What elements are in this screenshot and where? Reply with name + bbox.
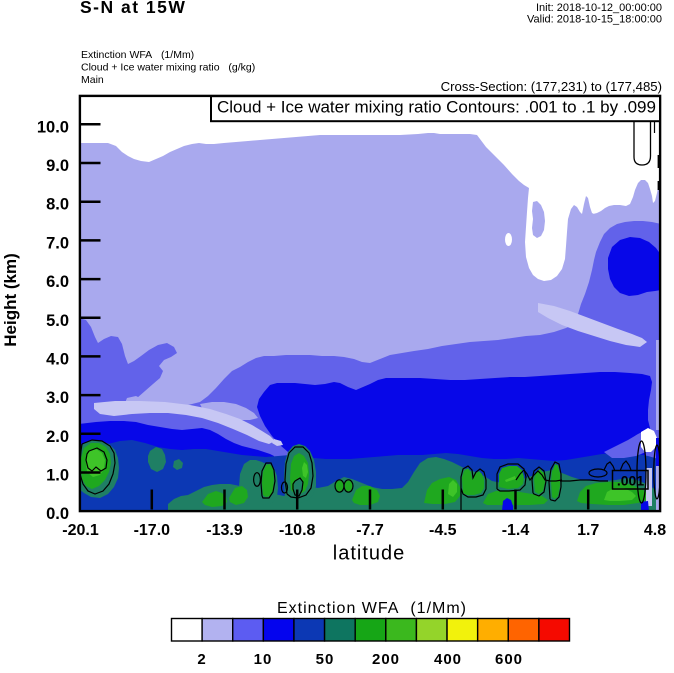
- svg-text:Height (km): Height (km): [1, 253, 20, 347]
- svg-text:-4.5: -4.5: [429, 522, 457, 539]
- svg-text:Extinction WFA (1/Mm): Extinction WFA (1/Mm): [277, 600, 467, 617]
- svg-text:7.0: 7.0: [46, 234, 69, 252]
- svg-text:3.0: 3.0: [46, 389, 69, 407]
- svg-text:-17.0: -17.0: [134, 522, 171, 539]
- svg-text:5.0: 5.0: [46, 312, 69, 330]
- svg-text:2: 2: [197, 651, 206, 668]
- svg-text:600: 600: [495, 651, 523, 668]
- svg-text:8.0: 8.0: [46, 196, 69, 214]
- svg-text:.001: .001: [617, 473, 644, 489]
- svg-text:Cloud + Ice water mixing ratio: Cloud + Ice water mixing ratio Contours:…: [217, 98, 656, 117]
- svg-text:-10.8: -10.8: [279, 522, 316, 539]
- svg-text:Cross-Section: (177,231) to (1: Cross-Section: (177,231) to (177,485): [441, 79, 662, 94]
- svg-text:4.0: 4.0: [46, 350, 69, 368]
- svg-text:0.0: 0.0: [46, 505, 69, 523]
- svg-text:10: 10: [254, 651, 273, 668]
- svg-text:50: 50: [316, 651, 335, 668]
- svg-text:-20.1: -20.1: [62, 522, 99, 539]
- svg-text:1.7: 1.7: [577, 522, 599, 539]
- svg-text:-1.4: -1.4: [502, 522, 530, 539]
- svg-text:9.0: 9.0: [46, 157, 69, 175]
- svg-text:400: 400: [434, 651, 462, 668]
- svg-text:-13.9: -13.9: [206, 522, 243, 539]
- svg-text:Main: Main: [81, 74, 104, 86]
- svg-text:200: 200: [372, 651, 400, 668]
- svg-text:latitude: latitude: [333, 543, 406, 565]
- svg-text:-7.7: -7.7: [356, 522, 384, 539]
- svg-text:2.0: 2.0: [46, 428, 69, 446]
- svg-text:Extinction WFA (1/Mm): Extinction WFA (1/Mm): [81, 49, 194, 61]
- svg-text:Valid: 2018-10-15_18:00:00: Valid: 2018-10-15_18:00:00: [527, 14, 662, 26]
- svg-text:Cloud + Ice water mixing ratio: Cloud + Ice water mixing ratio (g/kg): [81, 62, 255, 74]
- svg-text:Init: 2018-10-12_00:00:00: Init: 2018-10-12_00:00:00: [536, 2, 662, 14]
- svg-text:6.0: 6.0: [46, 273, 69, 291]
- svg-text:10.0: 10.0: [37, 118, 69, 136]
- svg-text:4.8: 4.8: [644, 522, 666, 539]
- svg-text:1.0: 1.0: [46, 467, 69, 485]
- svg-text:S-N at 15W: S-N at 15W: [80, 0, 186, 17]
